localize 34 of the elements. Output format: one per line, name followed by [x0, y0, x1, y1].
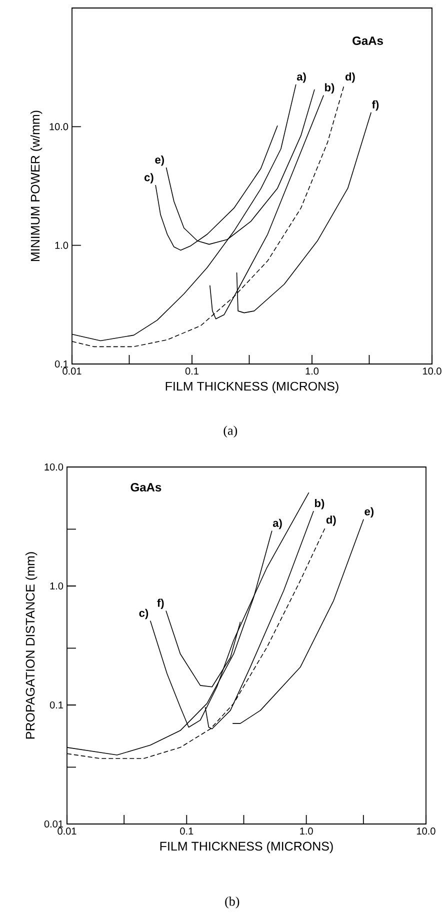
- series-label: f): [157, 598, 164, 609]
- y-tick-label: 0.01: [44, 820, 63, 828]
- series-label: a): [296, 72, 306, 83]
- text: (a): [224, 426, 238, 438]
- series-label: d): [345, 72, 355, 83]
- y-tick-label: 10.0: [50, 123, 68, 130]
- y-tick-label: 10.0: [44, 463, 64, 471]
- x-tick-label: 1.0: [300, 828, 313, 835]
- series-label: f): [372, 100, 379, 111]
- y-axis-title: MINIMUM POWER (w/mm): [30, 110, 42, 262]
- x-tick-label: 0.1: [180, 828, 194, 835]
- series-label: b): [325, 83, 334, 94]
- x-axis-title: FILM THICKNESS (MICRONS): [166, 381, 338, 394]
- series-label: e): [155, 156, 164, 166]
- x-tick-label: 10.0: [423, 368, 442, 375]
- series-label: c): [139, 608, 148, 620]
- x-tick-label: 1.0: [306, 368, 319, 375]
- x-tick-label: 0.1: [185, 368, 198, 375]
- y-tick-label: 0.1: [50, 701, 63, 709]
- series-label: c): [144, 173, 154, 184]
- series-label: d): [326, 516, 336, 526]
- y-tick-label: 0.1: [54, 360, 68, 368]
- annotation: GaAs: [352, 36, 383, 45]
- y-axis-title: PROPAGATION DISTANCE (mm): [25, 552, 38, 739]
- annotation: GaAs: [130, 483, 162, 492]
- x-axis-title: FILM THICKNESS (MICRONS): [160, 841, 333, 854]
- y-tick-label: 1.0: [55, 242, 68, 249]
- series-label: a): [272, 518, 282, 530]
- text: (b): [225, 896, 240, 908]
- series-label: e): [364, 507, 374, 518]
- x-tick-label: 10.0: [417, 828, 436, 835]
- x-tick-label: 0.01: [62, 368, 82, 375]
- series-label: b): [315, 499, 324, 510]
- y-tick-label: 1.0: [50, 582, 64, 590]
